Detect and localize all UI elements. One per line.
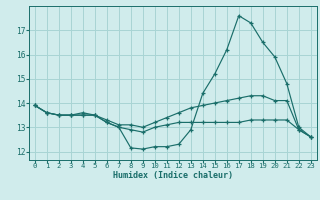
X-axis label: Humidex (Indice chaleur): Humidex (Indice chaleur)	[113, 171, 233, 180]
